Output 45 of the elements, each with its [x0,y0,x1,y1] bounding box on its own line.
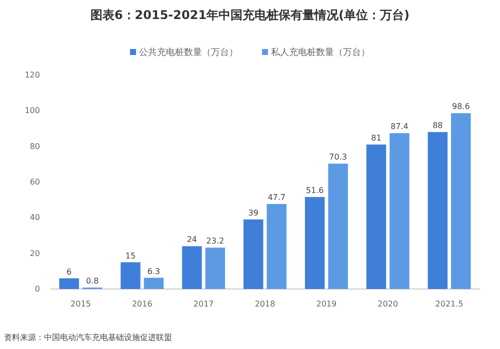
bar [120,262,140,289]
legend-label: 私人充电桩数量（万台） [271,47,370,58]
data-label: 88 [432,121,443,130]
data-label: 6 [66,267,72,276]
bar [366,144,386,289]
y-tick-label: 20 [30,248,40,258]
data-label: 6.3 [147,266,160,276]
bar [144,278,164,289]
text: 资料来源：中国电动汽车充电基础设施促进联盟 [4,333,172,342]
data-label: 81 [371,134,382,143]
data-label: 70.3 [329,152,347,162]
bar [428,132,448,289]
data-label: 47.7 [268,192,286,202]
x-tick-label: 2021.5 [435,300,464,309]
x-tick-label: 2019 [316,300,337,309]
bar [205,248,226,289]
y-tick-label: 120 [24,70,40,80]
y-tick-label: 0 [34,284,40,294]
x-tick-label: 2017 [193,300,214,309]
x-tick-label: 2015 [70,300,91,309]
y-tick-label: 40 [30,213,40,222]
bar [451,113,471,289]
bar [244,219,264,289]
bar [266,204,286,289]
data-label: 23.2 [206,236,224,246]
legend-label: 公共充电桩数量（万台） [139,47,238,58]
bar [182,246,202,289]
data-label: 51.6 [306,186,324,195]
data-label: 87.4 [390,122,408,132]
bar [328,164,348,289]
chart-title: 图表6：2015-2021年中国充电桩保有量情况(单位：万台) [90,8,410,22]
data-label: 98.6 [452,102,470,112]
bar [304,196,325,289]
y-tick-label: 100 [24,106,40,116]
x-tick-label: 2016 [132,300,152,309]
data-label: 39 [248,208,258,218]
data-label: 24 [186,235,198,244]
bar [390,133,410,289]
x-tick-label: 2018 [254,300,276,309]
data-label: 0.8 [86,276,99,286]
data-label: 15 [125,251,136,260]
bar [59,278,79,289]
y-tick-label: 60 [30,178,40,187]
y-tick-label: 80 [30,142,40,151]
x-tick-label: 2020 [378,300,398,309]
